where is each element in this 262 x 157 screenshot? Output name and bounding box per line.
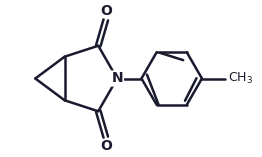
Text: O: O — [100, 4, 112, 18]
Text: CH$_3$: CH$_3$ — [228, 71, 254, 86]
Text: O: O — [100, 139, 112, 153]
Text: N: N — [111, 71, 123, 86]
